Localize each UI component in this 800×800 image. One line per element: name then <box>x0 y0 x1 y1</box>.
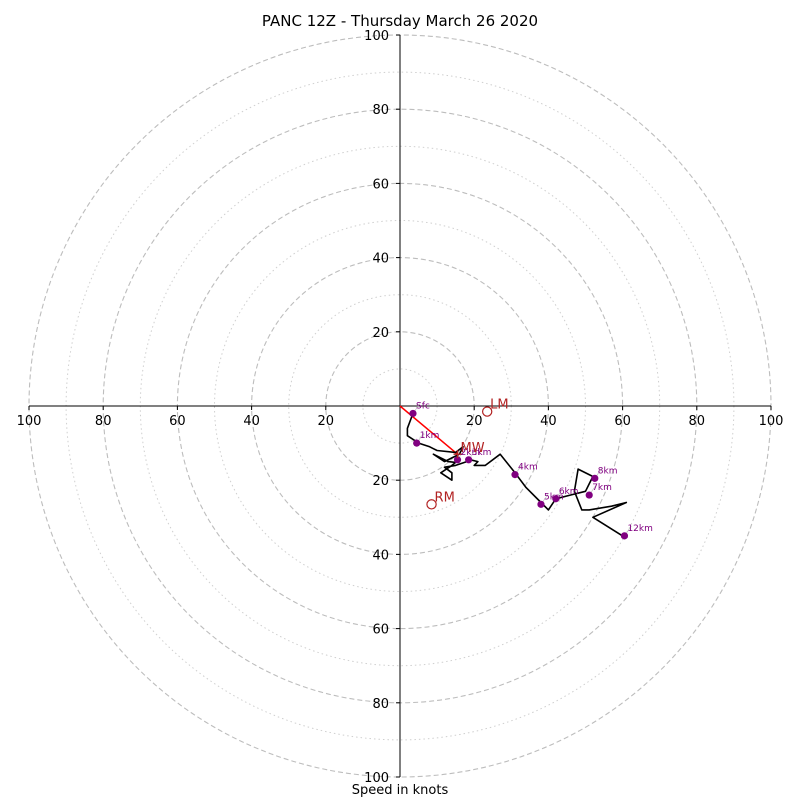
rm-marker <box>426 499 437 510</box>
x-tick-label: 100 <box>759 414 784 429</box>
height-markers: Sfc1km2km3km4km5km6km7km8km12km <box>409 401 653 540</box>
y-tick-label: 60 <box>372 177 389 192</box>
y-tick-label: 40 <box>372 252 389 267</box>
storm-motion-markers: LM RM MW <box>426 398 509 510</box>
height-label-sfc: Sfc <box>416 401 430 411</box>
height-label-3km: 3km <box>472 448 492 458</box>
x-tick-label: 100 <box>17 414 42 429</box>
height-marker-7km <box>585 491 593 499</box>
height-marker-6km <box>552 495 560 503</box>
tick-labels: 100 80 60 40 20 20 40 60 80 100 100 80 60 40 20 20 40 60 8… <box>17 29 784 786</box>
mw-marker <box>453 450 462 459</box>
y-tick-label: 20 <box>372 326 389 341</box>
lm-marker <box>481 406 493 417</box>
y-tick-label: 80 <box>372 697 389 712</box>
x-tick-label: 40 <box>243 414 260 429</box>
height-marker-8km <box>591 474 599 482</box>
y-tick-label: 80 <box>372 103 389 118</box>
height-label-2km: 2km <box>461 448 481 458</box>
x-tick-label: 20 <box>318 414 335 429</box>
height-marker-3km <box>465 456 473 464</box>
y-tick-label: 40 <box>372 548 389 563</box>
x-axis-label: Speed in knots <box>351 783 449 798</box>
y-tick-label: 60 <box>372 623 389 638</box>
height-marker-sfc <box>409 409 417 418</box>
mw-label: MW <box>461 441 485 456</box>
x-tick-label: 80 <box>689 414 706 429</box>
x-tick-label: 60 <box>614 414 631 429</box>
height-label-4km: 4km <box>518 463 538 473</box>
height-marker-2km <box>453 456 462 464</box>
height-label-6km: 6km <box>559 487 579 497</box>
height-label-12km: 12km <box>627 524 652 534</box>
height-label-7km: 7km <box>592 483 612 493</box>
height-marker-12km <box>620 532 629 540</box>
height-label-8km: 8km <box>598 466 618 476</box>
lm-label: LM <box>490 398 508 413</box>
rm-label: RM <box>435 490 455 505</box>
x-tick-label: 40 <box>540 414 557 429</box>
x-tick-label: 20 <box>466 414 483 429</box>
height-marker-1km <box>413 439 421 447</box>
height-marker-4km <box>511 471 519 479</box>
chart-title: PANC 12Z - Thursday March 26 2020 <box>261 12 539 30</box>
height-label-1km: 1km <box>420 431 440 441</box>
y-tick-label: 20 <box>372 474 389 489</box>
x-tick-label: 80 <box>95 414 112 429</box>
y-tick-label: 100 <box>364 29 389 44</box>
y-tick-label: 100 <box>364 771 389 786</box>
x-tick-label: 60 <box>169 414 186 429</box>
height-marker-5km <box>537 500 545 508</box>
